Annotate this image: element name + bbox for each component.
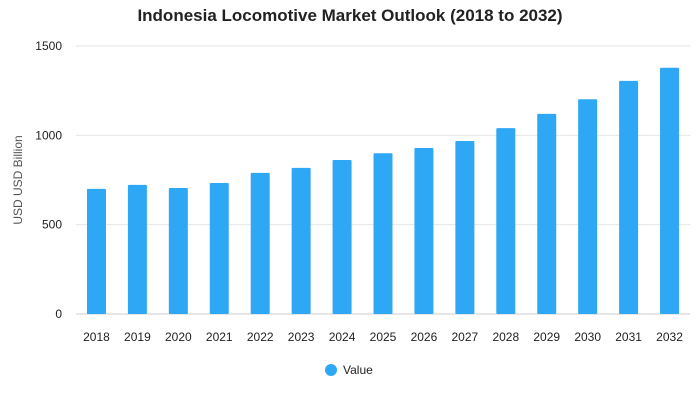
bar-2031[interactable]: [619, 80, 639, 314]
legend-label: Value: [343, 363, 373, 377]
x-tick-label: 2025: [370, 330, 397, 344]
y-tick-label: 0: [55, 307, 62, 321]
bar-2020[interactable]: [168, 188, 188, 314]
x-tick-label: 2030: [574, 330, 601, 344]
chart-title: Indonesia Locomotive Market Outlook (201…: [137, 6, 563, 25]
bar-2032[interactable]: [660, 67, 680, 314]
bar-2021[interactable]: [209, 183, 229, 314]
bars: [86, 67, 680, 314]
x-tick-label: 2023: [288, 330, 315, 344]
y-tick-label: 1000: [35, 128, 62, 142]
bar-2028[interactable]: [496, 128, 516, 314]
x-tick-label: 2024: [329, 330, 356, 344]
x-tick-label: 2019: [124, 330, 151, 344]
x-tick-label: 2022: [247, 330, 274, 344]
x-tick-label: 2032: [656, 330, 683, 344]
y-axis-label: USD USD Billion: [11, 135, 25, 224]
x-tick-label: 2028: [492, 330, 519, 344]
bar-2019[interactable]: [127, 184, 147, 314]
x-tick-label: 2027: [452, 330, 479, 344]
bar-2030[interactable]: [578, 99, 598, 314]
x-tick-label: 2031: [615, 330, 642, 344]
bar-2029[interactable]: [537, 113, 557, 314]
x-tick-label: 2029: [533, 330, 560, 344]
x-tick-label: 2021: [206, 330, 233, 344]
bar-2027[interactable]: [455, 141, 475, 314]
bar-2026[interactable]: [414, 148, 434, 314]
y-tick-label: 500: [42, 218, 62, 232]
y-tick-label: 1500: [35, 39, 62, 53]
legend-marker: [325, 364, 337, 376]
x-tick-label: 2020: [165, 330, 192, 344]
bar-2022[interactable]: [250, 172, 270, 314]
bar-2018[interactable]: [86, 188, 106, 314]
bar-2025[interactable]: [373, 153, 393, 314]
y-axis-ticks: 0 500 1000 1500: [35, 39, 62, 321]
x-tick-label: 2018: [83, 330, 110, 344]
bar-2024[interactable]: [332, 159, 352, 314]
x-tick-label: 2026: [411, 330, 438, 344]
legend: Value: [325, 363, 373, 377]
x-axis-ticks: 2018 2019 2020 2021 2022 2023 2024 2025 2026 2027…: [83, 330, 683, 344]
bar-2023[interactable]: [291, 167, 311, 314]
